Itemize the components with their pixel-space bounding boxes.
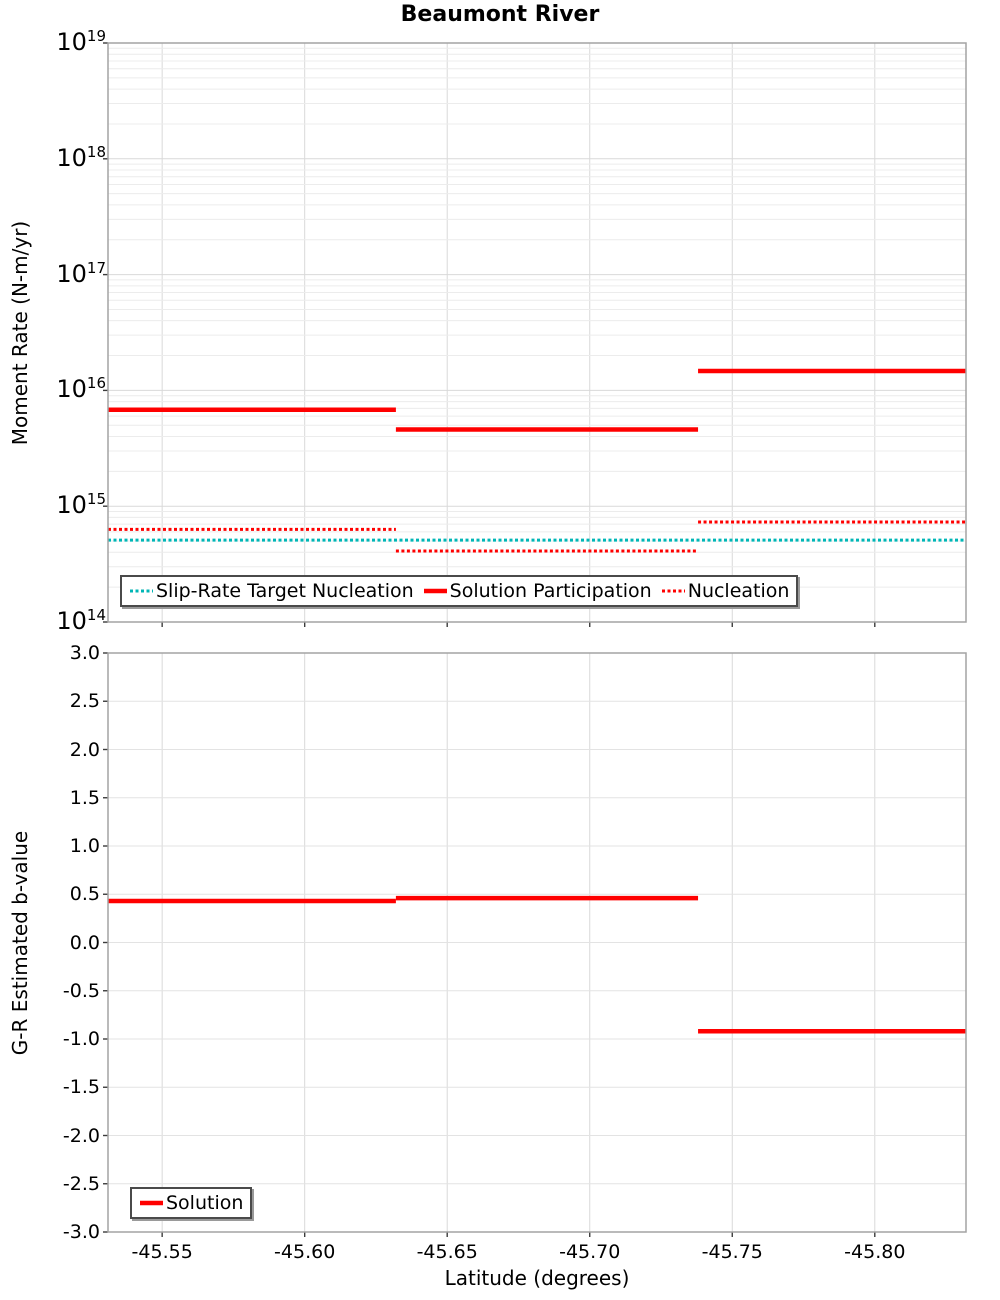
bottom-y-tick-label: -2.0 xyxy=(62,1124,100,1147)
x-tick-label: -45.60 xyxy=(274,1241,336,1263)
bottom-y-tick-label: -1.5 xyxy=(62,1076,100,1099)
bottom-y-axis-title: G-R Estimated b-value xyxy=(8,830,32,1055)
x-tick-label: -45.70 xyxy=(559,1241,621,1263)
top-y-axis-title: Moment Rate (N-m/yr) xyxy=(8,220,32,445)
bottom-y-tick-label: 1.0 xyxy=(69,835,100,857)
x-tick-label: -45.75 xyxy=(701,1241,763,1263)
legend-line-sample-icon xyxy=(423,588,447,594)
top-legend: Slip-Rate Target Nucleation Solution Part… xyxy=(120,575,799,607)
legend-entry: Slip-Rate Target Nucleation xyxy=(129,580,414,602)
bottom-y-tick-label: 2.5 xyxy=(69,690,100,713)
bottom-legend: Solution xyxy=(130,1187,253,1219)
legend-label: Solution Participation xyxy=(449,580,652,602)
top-y-tick-label: 1018 xyxy=(56,142,106,172)
bottom-y-tick-label: -1.0 xyxy=(62,1028,100,1050)
legend-entry: Nucleation xyxy=(661,580,790,602)
x-tick-label: -45.55 xyxy=(131,1241,193,1263)
bottom-y-tick-label: -2.5 xyxy=(62,1172,100,1195)
legend-label: Slip-Rate Target Nucleation xyxy=(156,580,414,602)
bottom-y-tick-label: -0.5 xyxy=(62,979,100,1002)
top-y-tick-label: 1014 xyxy=(56,606,106,635)
top-y-tick-label: 1017 xyxy=(56,258,106,288)
x-tick-label: -45.65 xyxy=(416,1241,478,1263)
legend-label: Solution xyxy=(166,1192,244,1214)
bottom-y-tick-label: 0.0 xyxy=(69,931,100,954)
legend-label: Nucleation xyxy=(687,580,790,602)
bottom-y-tick-label: 3.0 xyxy=(69,642,100,664)
bottom-y-tick-label: -3.0 xyxy=(62,1221,100,1243)
legend-entry: Solution Participation xyxy=(423,580,652,602)
legend-line-sample-icon xyxy=(140,1200,163,1206)
legend-line-sample-icon xyxy=(130,589,153,593)
bottom-plot-frame xyxy=(107,652,967,1233)
legend-line-sample-icon xyxy=(661,589,685,593)
top-plot-frame xyxy=(107,42,967,623)
x-tick-label: -45.80 xyxy=(844,1241,906,1263)
x-axis-title: Latitude (degrees) xyxy=(444,1266,630,1290)
top-y-tick-label: 1015 xyxy=(56,490,106,520)
top-y-tick-label: 1016 xyxy=(56,374,106,404)
top-y-tick-label: 1019 xyxy=(56,27,106,56)
bottom-y-tick-label: 0.5 xyxy=(69,883,100,906)
bottom-y-tick-label: 1.5 xyxy=(69,786,100,809)
legend-entry: Solution xyxy=(139,1192,243,1214)
chart-title: Beaumont River xyxy=(400,2,600,27)
bottom-y-tick-label: 2.0 xyxy=(69,738,100,761)
